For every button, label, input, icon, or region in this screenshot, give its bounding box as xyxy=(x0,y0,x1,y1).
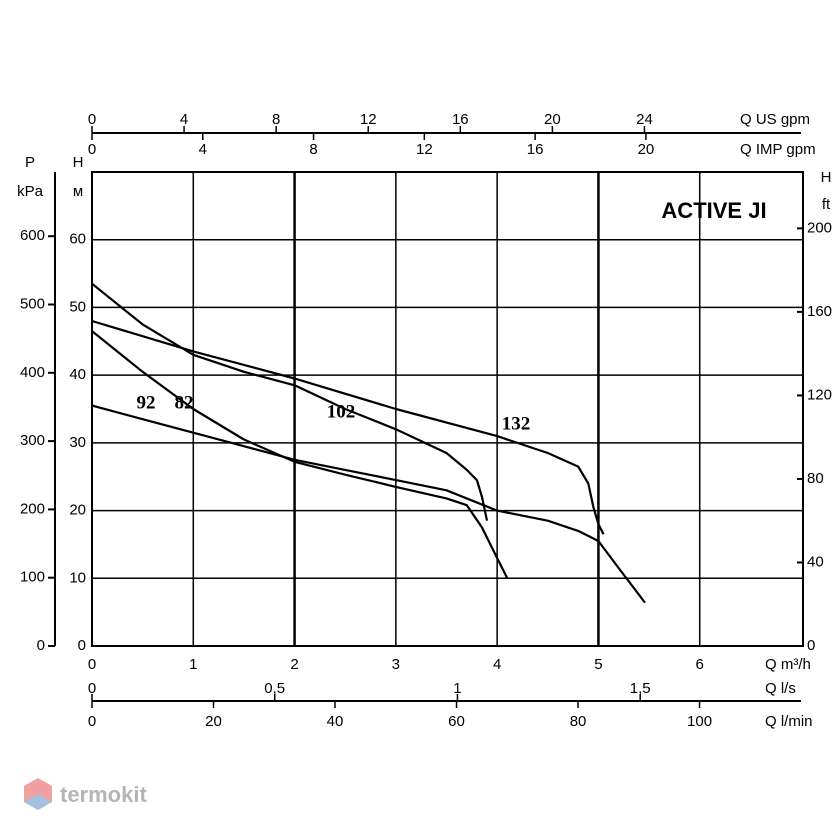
y-tick-label: 50 xyxy=(69,298,86,315)
x-tick-label: 2 xyxy=(290,656,298,673)
tick-label: 20 xyxy=(544,111,561,128)
tick-label: 0 xyxy=(88,141,96,158)
tick-label: 80 xyxy=(807,470,824,487)
axis-title: Q IMP gpm xyxy=(740,141,816,158)
tick-label: 24 xyxy=(636,111,653,128)
x-tick-label: 3 xyxy=(392,656,400,673)
axis-title: kPa xyxy=(17,183,44,200)
tick-label: 0,5 xyxy=(264,680,285,697)
tick-label: 1,5 xyxy=(630,680,651,697)
tick-label: 0 xyxy=(88,680,96,697)
tick-label: 40 xyxy=(807,553,824,570)
y-tick-label: 30 xyxy=(69,434,86,451)
tick-label: 4 xyxy=(180,111,188,128)
chart-title: ACTIVE JI xyxy=(661,198,766,223)
tick-label: 16 xyxy=(452,111,469,128)
tick-label: 0 xyxy=(88,713,96,730)
tick-label: 8 xyxy=(309,141,317,158)
tick-label: 1 xyxy=(453,680,461,697)
tick-label: 120 xyxy=(807,386,832,403)
tick-label: 16 xyxy=(527,141,544,158)
watermark-text: termokit xyxy=(60,782,147,807)
tick-label: 60 xyxy=(448,713,465,730)
curve-label: 82 xyxy=(175,392,194,413)
plot-frame xyxy=(91,171,804,647)
tick-label: 0 xyxy=(807,637,815,654)
tick-label: 100 xyxy=(687,713,712,730)
x-axis-title: Q m³/h xyxy=(765,656,811,673)
tick-label: 12 xyxy=(360,111,377,128)
y-axis-title: H xyxy=(73,154,84,171)
tick-label: 160 xyxy=(807,303,832,320)
curve-label: 92 xyxy=(137,392,156,413)
tick-label: 0 xyxy=(88,111,96,128)
tick-label: 500 xyxy=(20,295,45,312)
tick-label: 200 xyxy=(807,219,832,236)
tick-label: 600 xyxy=(20,227,45,244)
watermark-icon xyxy=(24,794,52,810)
curve-label: 102 xyxy=(327,401,356,422)
tick-label: 80 xyxy=(570,713,587,730)
tick-label: 12 xyxy=(416,141,433,158)
y-tick-label: 20 xyxy=(69,502,86,519)
tick-label: 100 xyxy=(20,569,45,586)
x-tick-label: 1 xyxy=(189,656,197,673)
y-tick-label: 0 xyxy=(78,637,86,654)
tick-label: 0 xyxy=(37,637,45,654)
x-tick-label: 0 xyxy=(88,656,96,673)
tick-label: 20 xyxy=(638,141,655,158)
pump-curve xyxy=(91,404,646,604)
axis-title: H xyxy=(821,169,832,186)
tick-label: 40 xyxy=(327,713,344,730)
tick-label: 300 xyxy=(20,432,45,449)
x-tick-label: 6 xyxy=(696,656,704,673)
axis-title: P xyxy=(25,154,35,171)
tick-label: 400 xyxy=(20,364,45,381)
x-tick-label: 4 xyxy=(493,656,501,673)
tick-label: 20 xyxy=(205,713,222,730)
watermark: termokit xyxy=(24,778,147,810)
y-axis-title: м xyxy=(73,183,83,200)
x-tick-label: 5 xyxy=(594,656,602,673)
pump-curve xyxy=(91,319,605,535)
axis-title: ft xyxy=(822,196,831,213)
axis-title: Q l/s xyxy=(765,680,796,697)
curve-label: 132 xyxy=(502,413,531,434)
axis-title: Q l/min xyxy=(765,713,813,730)
tick-label: 200 xyxy=(20,500,45,517)
tick-label: 4 xyxy=(199,141,207,158)
y-tick-label: 60 xyxy=(69,231,86,248)
tick-label: 8 xyxy=(272,111,280,128)
pump-curve xyxy=(91,330,509,579)
y-tick-label: 40 xyxy=(69,366,86,383)
y-tick-label: 10 xyxy=(69,569,86,586)
axis-title: Q US gpm xyxy=(740,111,810,128)
